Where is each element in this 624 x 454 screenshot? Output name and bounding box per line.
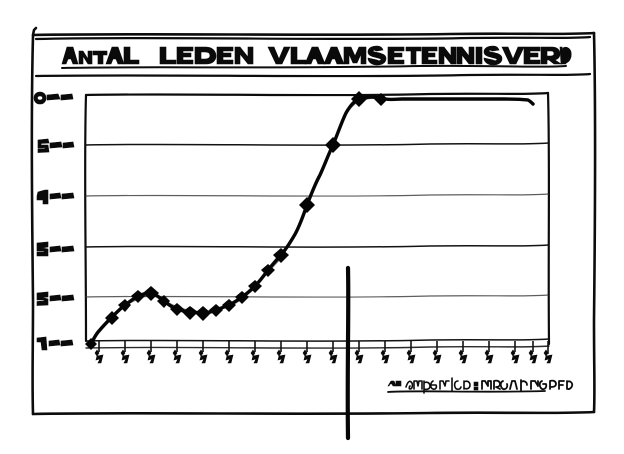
x-axis-label-83 (198, 349, 208, 364)
title-box (34, 35, 592, 78)
source-note-scribble (387, 377, 574, 394)
data-point-91 (248, 280, 262, 293)
data-point-88 (209, 304, 223, 317)
data-point-94 (299, 197, 315, 213)
data-point-85 (170, 303, 184, 316)
data-point-86 (182, 306, 198, 320)
y-axis-labels (33, 91, 75, 351)
x-axis-label-96 (528, 349, 538, 364)
data-point-83 (143, 286, 159, 301)
x-axis-label-85 (250, 349, 260, 364)
x-axis-label-89 (354, 349, 364, 364)
y-axis-label-20000 (36, 291, 75, 306)
data-point-84 (157, 295, 170, 308)
x-axis-label-87 (302, 349, 312, 364)
vertical-marker-line (345, 265, 351, 441)
x-axis-labels (94, 349, 553, 364)
x-axis-label-79 (94, 349, 104, 364)
y-axis-label-60000 (33, 91, 74, 105)
x-axis-label-95 (510, 349, 520, 364)
x-axis-label-92 (432, 349, 442, 364)
data-point-95 (325, 137, 341, 153)
y-axis-label-40000 (36, 189, 75, 205)
x-axis-label-80 (120, 349, 130, 364)
x-axis (85, 341, 550, 354)
data-point-81 (118, 299, 131, 312)
x-axis-label-93 (458, 349, 468, 364)
data-series-line (89, 95, 535, 346)
data-point-90 (235, 291, 249, 304)
x-axis-label-90 (380, 349, 390, 364)
gridlines (85, 142, 549, 342)
data-point-92 (261, 264, 275, 277)
data-point-82 (131, 290, 145, 303)
y-axis-label-50000 (37, 138, 75, 153)
data-point-96 (351, 91, 367, 107)
x-axis-label-86 (276, 349, 286, 364)
chart-title-scribble (61, 45, 572, 69)
x-axis-label-97 (543, 349, 553, 364)
x-axis-ticks (98, 341, 549, 354)
plot-area-border (84, 91, 551, 346)
data-point-79 (85, 338, 97, 350)
x-axis-label-88 (328, 349, 338, 364)
data-markers (85, 91, 388, 350)
x-axis-label-91 (406, 349, 416, 364)
data-point-80 (105, 311, 119, 325)
y-axis-label-30000 (36, 241, 75, 257)
x-axis-label-84 (224, 349, 234, 364)
data-point-87 (195, 306, 211, 321)
x-axis-label-81 (146, 349, 156, 364)
data-point-97 (374, 93, 388, 106)
x-axis-label-94 (484, 349, 494, 364)
outer-frame (30, 26, 597, 416)
y-axis-label-10000 (36, 336, 74, 351)
x-axis-label-82 (172, 349, 182, 364)
data-point-93 (273, 248, 289, 263)
data-point-89 (222, 299, 236, 312)
